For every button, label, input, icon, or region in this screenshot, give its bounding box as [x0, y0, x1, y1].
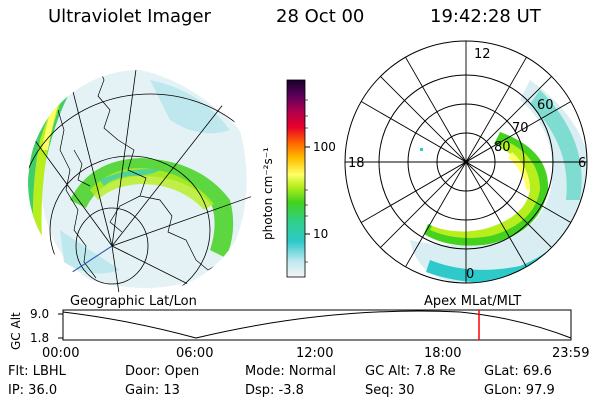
status-door: Door: Open	[125, 364, 200, 379]
observation-time: 19:42:28 UT	[430, 6, 541, 27]
mlt-label-6: 6	[578, 156, 587, 171]
mlt-label-0: 0	[466, 267, 475, 282]
mlat-label-70: 70	[512, 121, 529, 136]
apex-panel-label: Apex MLat/MLT	[424, 294, 522, 309]
colorbar-tick-100: 100	[313, 140, 336, 154]
timeline-tick: 06:00	[176, 346, 214, 361]
timeline-tick: 12:00	[296, 346, 334, 361]
colorbar-tick-10: 10	[313, 227, 329, 241]
timeline-y-min: 1.8	[30, 331, 50, 345]
geographic-image	[28, 70, 252, 294]
timeline-y-max: 9.0	[30, 307, 50, 321]
status-seq: Seq: 30	[365, 383, 415, 398]
instrument-title: Ultraviolet Imager	[48, 6, 211, 27]
status-mode: Mode: Normal	[245, 364, 336, 379]
mlt-label-18: 18	[348, 156, 365, 171]
status-dsp: Dsp: -3.8	[245, 383, 304, 398]
status-ip: IP: 36.0	[8, 383, 58, 398]
mlat-label-60: 60	[537, 98, 554, 113]
status-glon: GLon: 97.9	[484, 383, 555, 398]
timeline-tick: 23:59	[552, 346, 590, 361]
status-glat: GLat: 69.6	[484, 364, 552, 379]
timeline-tick: 00:00	[42, 346, 80, 361]
observation-date: 28 Oct 00	[276, 6, 365, 27]
colorbar	[286, 79, 310, 278]
status-filter: Flt: LBHL	[8, 364, 66, 379]
status-gc-alt: GC Alt: 7.8 Re	[365, 364, 456, 379]
timeline-y-label: GC Alt	[9, 312, 23, 350]
mlt-label-12: 12	[474, 47, 491, 62]
geographic-panel-label: Geographic Lat/Lon	[70, 294, 197, 309]
colorbar-unit-label: photon cm⁻²s⁻¹	[261, 147, 275, 240]
mlat-label-80: 80	[494, 140, 511, 155]
orbit-timeline	[58, 309, 572, 341]
status-gain: Gain: 13	[125, 383, 180, 398]
timeline-tick: 18:00	[424, 346, 462, 361]
polar-image	[344, 40, 588, 284]
